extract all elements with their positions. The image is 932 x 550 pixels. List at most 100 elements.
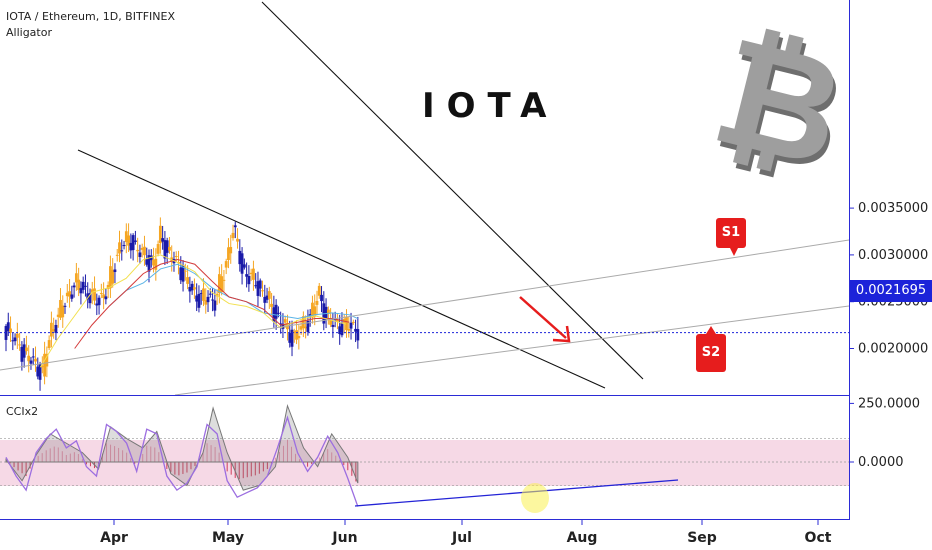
candle-body [74, 273, 78, 283]
candle-body [236, 238, 239, 242]
candle-body [217, 274, 221, 294]
candle-body [25, 347, 28, 352]
s1-tag-pointer [730, 248, 738, 256]
candle-body [306, 320, 310, 332]
candle-body [54, 324, 58, 333]
time-tick-label: Jun [331, 530, 357, 546]
candle-body [95, 303, 99, 306]
candle-body [301, 316, 305, 329]
candle-body [165, 240, 169, 253]
candle-body [351, 321, 355, 323]
candle-body [193, 287, 196, 290]
candle-body [63, 305, 67, 307]
candle-body [252, 268, 255, 280]
candle-body [356, 329, 360, 341]
candle-body [152, 259, 155, 266]
candle-body [240, 253, 244, 274]
candle-body [206, 296, 210, 303]
cci-tick-label: 0.0000 [858, 455, 904, 470]
time-tick-label: Apr [100, 530, 128, 546]
candle-body [179, 267, 183, 281]
candle-body [292, 331, 296, 334]
candle-body [186, 277, 189, 284]
candle-body [65, 292, 69, 297]
candle-body [70, 294, 74, 299]
candle-body [354, 328, 357, 332]
candle-body [245, 274, 249, 277]
candle-body [227, 247, 230, 261]
candle-body [279, 323, 283, 325]
candle-body [238, 250, 242, 265]
candle-body [254, 285, 258, 287]
candle-body [290, 329, 294, 347]
candle-body [88, 293, 92, 304]
candle-body [158, 225, 162, 244]
time-tick-label: Aug [567, 530, 598, 546]
candle-body [270, 303, 273, 307]
candle-body [40, 366, 44, 368]
candle-body [222, 279, 226, 281]
price-tick-label: 0.0020000 [858, 342, 928, 357]
last-price-label: 0.0021695 [850, 280, 932, 302]
candle-body [329, 318, 333, 325]
candle-body [258, 280, 262, 289]
candle-body [313, 306, 317, 317]
candle-body [336, 319, 339, 322]
candle-body [43, 353, 46, 377]
candle-body [213, 300, 217, 311]
candle-body [181, 265, 185, 282]
candle-body [256, 281, 260, 296]
candle-body [52, 329, 56, 332]
candle-body [199, 293, 203, 295]
candle-body [111, 269, 115, 284]
candle-body [18, 344, 22, 346]
candle-body [326, 309, 330, 315]
candle-body [338, 326, 342, 335]
candle-body [20, 346, 24, 362]
candle-body [208, 293, 212, 295]
candle-body [113, 269, 117, 273]
candle-body [68, 291, 71, 297]
candle-body [277, 312, 280, 314]
candle-body [197, 293, 201, 308]
candle-body [174, 256, 178, 258]
cci-rising-trendline [354, 479, 679, 507]
cci-fast-line [5, 415, 359, 507]
upper-ascending-channel-line [0, 239, 849, 371]
candle-body [45, 353, 49, 367]
bearish-arrow-head [552, 325, 571, 343]
candle-body [84, 285, 87, 287]
candle-body [265, 295, 269, 300]
candle-body [143, 246, 146, 256]
candle-body [9, 328, 12, 333]
candle-body [267, 291, 271, 299]
cci-plot [0, 403, 849, 513]
candle-body [102, 294, 106, 298]
candle-body [190, 283, 194, 291]
candle-body [122, 245, 126, 247]
cci-tick-label: 250.0000 [858, 396, 920, 411]
candle-body [22, 344, 26, 358]
candle-body [249, 272, 253, 275]
candle-body [104, 296, 108, 300]
candle-body [242, 264, 246, 268]
iota-watermark-text: IOTA [418, 86, 563, 126]
candle-body [120, 250, 124, 252]
candle-body [295, 330, 298, 340]
time-tick-label: Sep [687, 530, 717, 546]
candle-body [145, 259, 149, 265]
candle-body [11, 340, 15, 342]
candle-body [261, 290, 264, 292]
candle-body [220, 276, 224, 293]
candle-body [34, 358, 37, 362]
candle-body [340, 323, 344, 336]
lower-ascending-channel-line [174, 305, 849, 395]
candle-body [297, 335, 301, 339]
alligator-lips-line [39, 254, 346, 368]
candle-body [283, 319, 287, 323]
candle-body [331, 324, 335, 327]
candle-body [77, 279, 81, 291]
candle-body [147, 255, 151, 272]
descending-support-line [77, 149, 606, 389]
